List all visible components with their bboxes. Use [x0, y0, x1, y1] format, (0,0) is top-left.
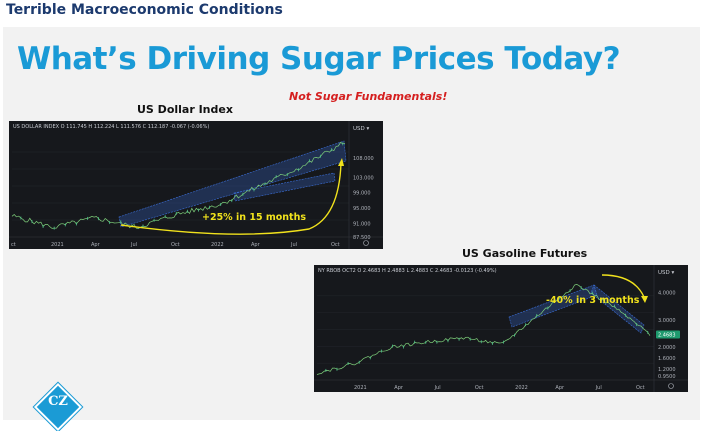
- chart-annotation: +25% in 15 months: [202, 212, 306, 223]
- x-tick-label: Apr: [91, 242, 101, 248]
- y-tick-label: 108.000: [353, 156, 374, 162]
- y-tick-label: 103.000: [353, 175, 374, 181]
- x-tick-label: 2021: [354, 385, 367, 391]
- price-series-line: [316, 284, 651, 375]
- y-tick-label: 2.4683: [658, 332, 676, 338]
- chart-settings-icon: [668, 383, 674, 389]
- gasoline-chart-legend: NY RBOB OCT2 O 2.4683 H 2.4883 L 2.4883 …: [318, 268, 497, 274]
- x-tick-label: Oct: [475, 385, 484, 391]
- trend-channel: [118, 140, 347, 228]
- y-tick-label: 2.0000: [658, 345, 676, 351]
- axis-currency-label: USD ▾: [658, 270, 675, 276]
- y-tick-label: 99.000: [353, 191, 371, 197]
- x-tick-label: Apr: [251, 242, 261, 248]
- gasoline-futures-chart: NY RBOB OCT2 O 2.4683 H 2.4883 L 2.4883 …: [314, 265, 688, 392]
- x-tick-label: Oct: [331, 242, 340, 248]
- y-tick-label: 87.500: [353, 235, 371, 241]
- y-tick-label: 1.2000: [658, 367, 676, 373]
- x-tick-label: Jul: [290, 242, 297, 248]
- x-tick-label: Jul: [595, 385, 602, 391]
- y-tick-label: 1.6000: [658, 356, 676, 362]
- axis-currency-label: USD ▾: [353, 126, 370, 132]
- usd-index-chart: US DOLLAR INDEX O 111.745 H 112.224 L 11…: [9, 121, 383, 249]
- x-tick-label: ct: [11, 242, 16, 248]
- y-tick-label: 0.9500: [658, 374, 676, 380]
- annotation-arrow: [120, 162, 342, 235]
- annotation-arrowhead: [338, 158, 344, 166]
- chart-settings-icon: [363, 240, 369, 246]
- slide: What’s Driving Sugar Prices Today? Not S…: [3, 27, 700, 431]
- x-tick-label: 2022: [515, 385, 528, 391]
- cz-logo-text: CZ: [48, 394, 68, 409]
- page-header: Terrible Macroeconomic Conditions: [6, 2, 283, 18]
- chart-annotation: -40% in 3 months: [546, 295, 640, 306]
- slide-title: What’s Driving Sugar Prices Today?: [17, 41, 621, 77]
- x-tick-label: Oct: [171, 242, 180, 248]
- x-tick-label: Jul: [434, 385, 441, 391]
- usd-chart-title: US Dollar Index: [137, 103, 233, 116]
- trend-channel: [508, 284, 598, 328]
- price-series-line: [11, 141, 346, 229]
- gasoline-chart-title: US Gasoline Futures: [462, 247, 588, 260]
- annotation-arrow: [601, 274, 645, 298]
- usd-chart-legend: US DOLLAR INDEX O 111.745 H 112.224 L 11…: [13, 124, 210, 130]
- x-tick-label: 2021: [51, 242, 64, 248]
- x-tick-label: Oct: [636, 385, 645, 391]
- x-tick-label: Apr: [394, 385, 404, 391]
- y-tick-label: 3.0000: [658, 318, 676, 324]
- y-tick-label: 95.000: [353, 206, 371, 212]
- trend-channel: [233, 172, 336, 202]
- x-tick-label: 2022: [211, 242, 224, 248]
- slide-subtitle: Not Sugar Fundamentals!: [289, 90, 448, 103]
- x-tick-label: Jul: [130, 242, 137, 248]
- y-tick-label: 4.0000: [658, 291, 676, 297]
- annotation-arrowhead: [641, 296, 648, 303]
- x-tick-label: Apr: [555, 385, 565, 391]
- y-tick-label: 91.000: [353, 222, 371, 228]
